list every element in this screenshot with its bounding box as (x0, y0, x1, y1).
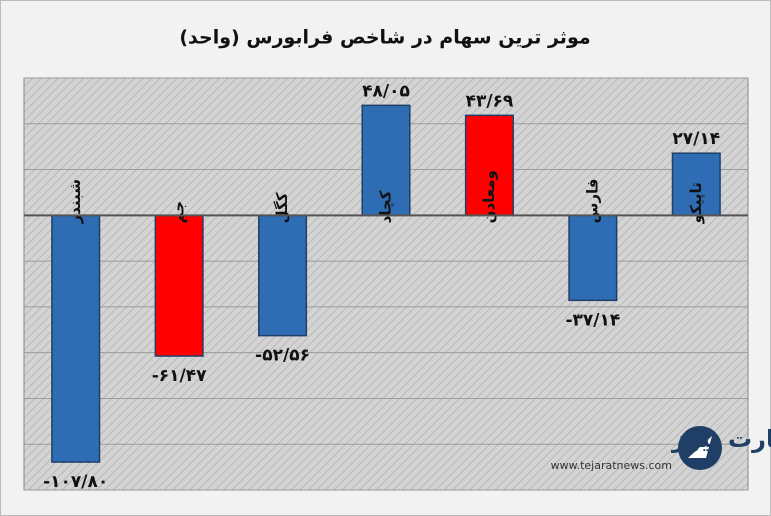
logo-name: تجارت نیوز (671, 425, 771, 453)
chart-title: موثر ترین سهام در شاخص فرابورس (واحد) (179, 27, 590, 49)
category-label: فارس (583, 179, 601, 224)
value-label: -۳۷/۱۴ (565, 310, 620, 330)
bar (464, 114, 514, 217)
logo-url: www.tejaratnews.com (551, 459, 672, 472)
value-label: -۵۲/۵۶ (255, 346, 310, 366)
category-label: کگل (273, 192, 291, 223)
bar (51, 214, 101, 463)
value-label: -۶۱/۴۷ (152, 366, 207, 386)
logo-mark (688, 436, 712, 458)
category-label: شبندر (66, 179, 84, 224)
bar (258, 214, 308, 337)
value-label: ۲۷/۱۴ (672, 129, 720, 149)
value-label: ۴۸/۰۵ (362, 81, 410, 101)
bar (568, 214, 618, 302)
logo: تجارت نیوز www.tejaratnews.com (551, 425, 771, 472)
category-label: کچاد (377, 190, 396, 223)
value-label: -۱۰۷/۸۰ (43, 472, 108, 492)
category-label: جم (170, 201, 188, 224)
bar (154, 214, 204, 357)
category-label: تاپیکو (687, 182, 706, 224)
value-label: ۴۳/۶۹ (466, 91, 514, 111)
bar (671, 152, 721, 217)
category-label: ومعادن (480, 170, 498, 223)
